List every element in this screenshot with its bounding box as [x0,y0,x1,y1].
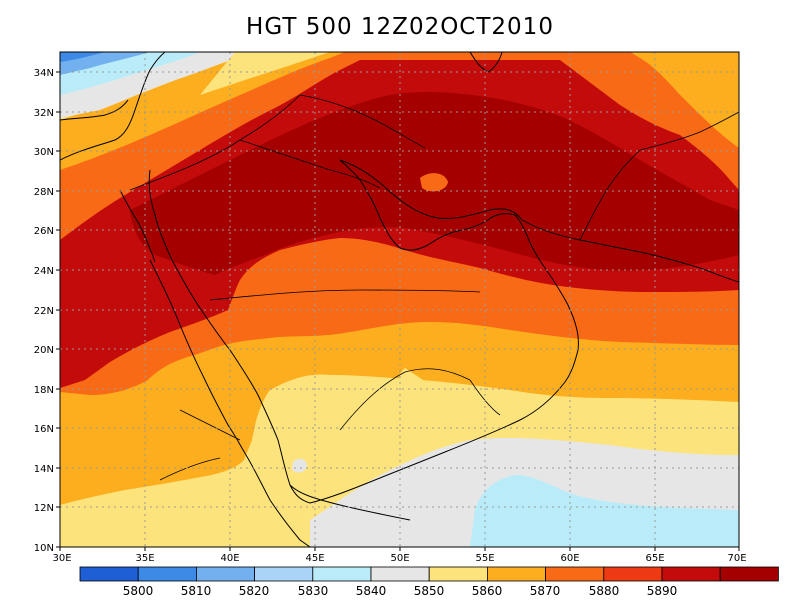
lat-tick-label: 26N [34,226,54,237]
lon-tick-label: 30E [52,553,71,564]
axis-ticks [56,71,740,551]
colorbar-swatch [428,566,488,582]
colorbar-label: 5820 [239,584,270,598]
lon-tick-label: 45E [305,553,324,564]
lat-tick-label: 12N [34,503,54,514]
band-5830-5840 [470,475,739,547]
lat-tick-label: 28N [34,187,54,198]
lat-tick-label: 34N [34,68,54,79]
colorbar-swatch [661,566,721,582]
colorbar-swatch [545,566,605,582]
colorbar-label: 5830 [298,584,329,598]
colorbar-label: 5850 [414,584,445,598]
colorbar-label: 5870 [530,584,561,598]
band-5850-5860-inner [270,368,739,520]
band-top-left-blue [60,52,105,62]
colorbar-swatch [719,566,779,582]
colorbar-swatch [603,566,663,582]
lon-tick-label: 55E [475,553,494,564]
lat-tick-label: 32N [34,108,54,119]
lat-tick-label: 16N [34,424,54,435]
lat-tick-label: 18N [34,385,54,396]
lon-tick-label: 60E [560,553,579,564]
colorbar-swatch [79,566,139,582]
lat-tick-label: 10N [34,543,54,554]
lat-labels: 10N 12N 14N 16N 18N 20N 22N 24N 26N 28N … [34,68,54,554]
lon-tick-label: 70E [727,553,746,564]
lat-tick-label: 30N [34,147,54,158]
colorbar-swatch [370,566,430,582]
colorbar-labels: 5800 5810 5820 5830 5840 5850 5860 5870 … [123,584,678,598]
map-title: HGT 500 12Z02OCT2010 [246,14,554,40]
lon-labels: 30E 35E 40E 45E 50E 55E 60E 65E 70E [52,553,746,564]
lon-tick-label: 65E [645,553,664,564]
colorbar-label: 5810 [181,584,212,598]
lon-tick-label: 50E [390,553,409,564]
lat-tick-label: 24N [34,266,54,277]
colorbar-label: 5860 [472,584,503,598]
colorbar-swatch [486,566,546,582]
lat-tick-label: 20N [34,345,54,356]
lat-tick-label: 22N [34,306,54,317]
colorbar-swatch [195,566,255,582]
lat-tick-label: 14N [34,464,54,475]
colorbar-swatch [137,566,197,582]
colorbar-label: 5890 [647,584,678,598]
colorbar: 5800 5810 5820 5830 5840 5850 5860 5870 … [79,566,779,598]
colorbar-swatch [254,566,314,582]
coastlines [60,52,739,547]
colorbar-swatches [79,566,779,582]
colorbar-swatch [312,566,372,582]
lon-tick-label: 40E [220,553,239,564]
colorbar-label: 5800 [123,584,154,598]
lon-tick-label: 35E [135,553,154,564]
colorbar-label: 5840 [356,584,387,598]
colorbar-label: 5880 [589,584,620,598]
gridlines [60,52,739,547]
